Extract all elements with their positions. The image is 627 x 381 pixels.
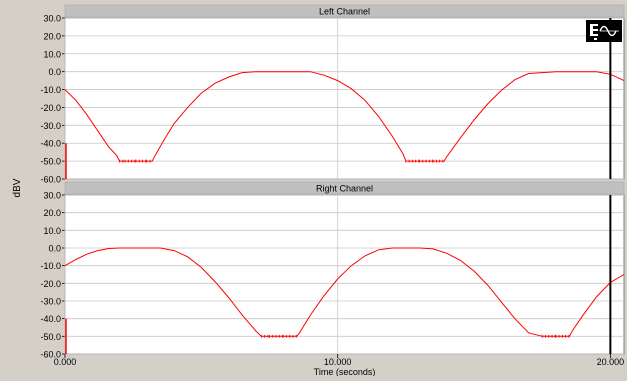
- x-axis-label: Time (seconds): [314, 367, 376, 376]
- x-tick-label: 20.000: [597, 357, 625, 367]
- y-tick-label: 20.0: [43, 208, 61, 218]
- y-tick-label: 0.0: [48, 244, 61, 254]
- y-tick-label: -20.0: [40, 103, 61, 113]
- channel-title: Right Channel: [316, 184, 373, 194]
- y-tick-label: 0.0: [48, 67, 61, 77]
- x-tick-label: 10.000: [324, 357, 352, 367]
- channel-title: Left Channel: [319, 7, 370, 17]
- y-tick-label: 10.0: [43, 49, 61, 59]
- signal-generator-icon[interactable]: [586, 20, 622, 42]
- y-tick-label: 20.0: [43, 31, 61, 41]
- channel-title-bar: [64, 4, 625, 18]
- plot-area: [64, 194, 625, 355]
- y-axis-label: dBV: [12, 178, 23, 197]
- y-tick-label: -30.0: [40, 297, 61, 307]
- y-tick-label: -50.0: [40, 157, 61, 167]
- plot-area: [64, 17, 625, 180]
- y-tick-label: -40.0: [40, 314, 61, 324]
- y-tick-label: -10.0: [40, 85, 61, 95]
- channel-title-bar: [64, 181, 625, 195]
- y-tick-label: -30.0: [40, 121, 61, 131]
- y-tick-label: 10.0: [43, 226, 61, 236]
- y-tick-label: 30.0: [43, 191, 61, 201]
- level-trace-line: [64, 247, 625, 337]
- y-tick-label: -40.0: [40, 139, 61, 149]
- y-tick-label: -60.0: [40, 350, 61, 360]
- y-tick-label: -10.0: [40, 261, 61, 271]
- y-tick-label: -50.0: [40, 332, 61, 342]
- x-tick-label: 0.000: [54, 357, 77, 367]
- y-tick-label: -60.0: [40, 175, 61, 185]
- y-tick-label: -20.0: [40, 279, 61, 289]
- y-tick-label: 30.0: [43, 14, 61, 24]
